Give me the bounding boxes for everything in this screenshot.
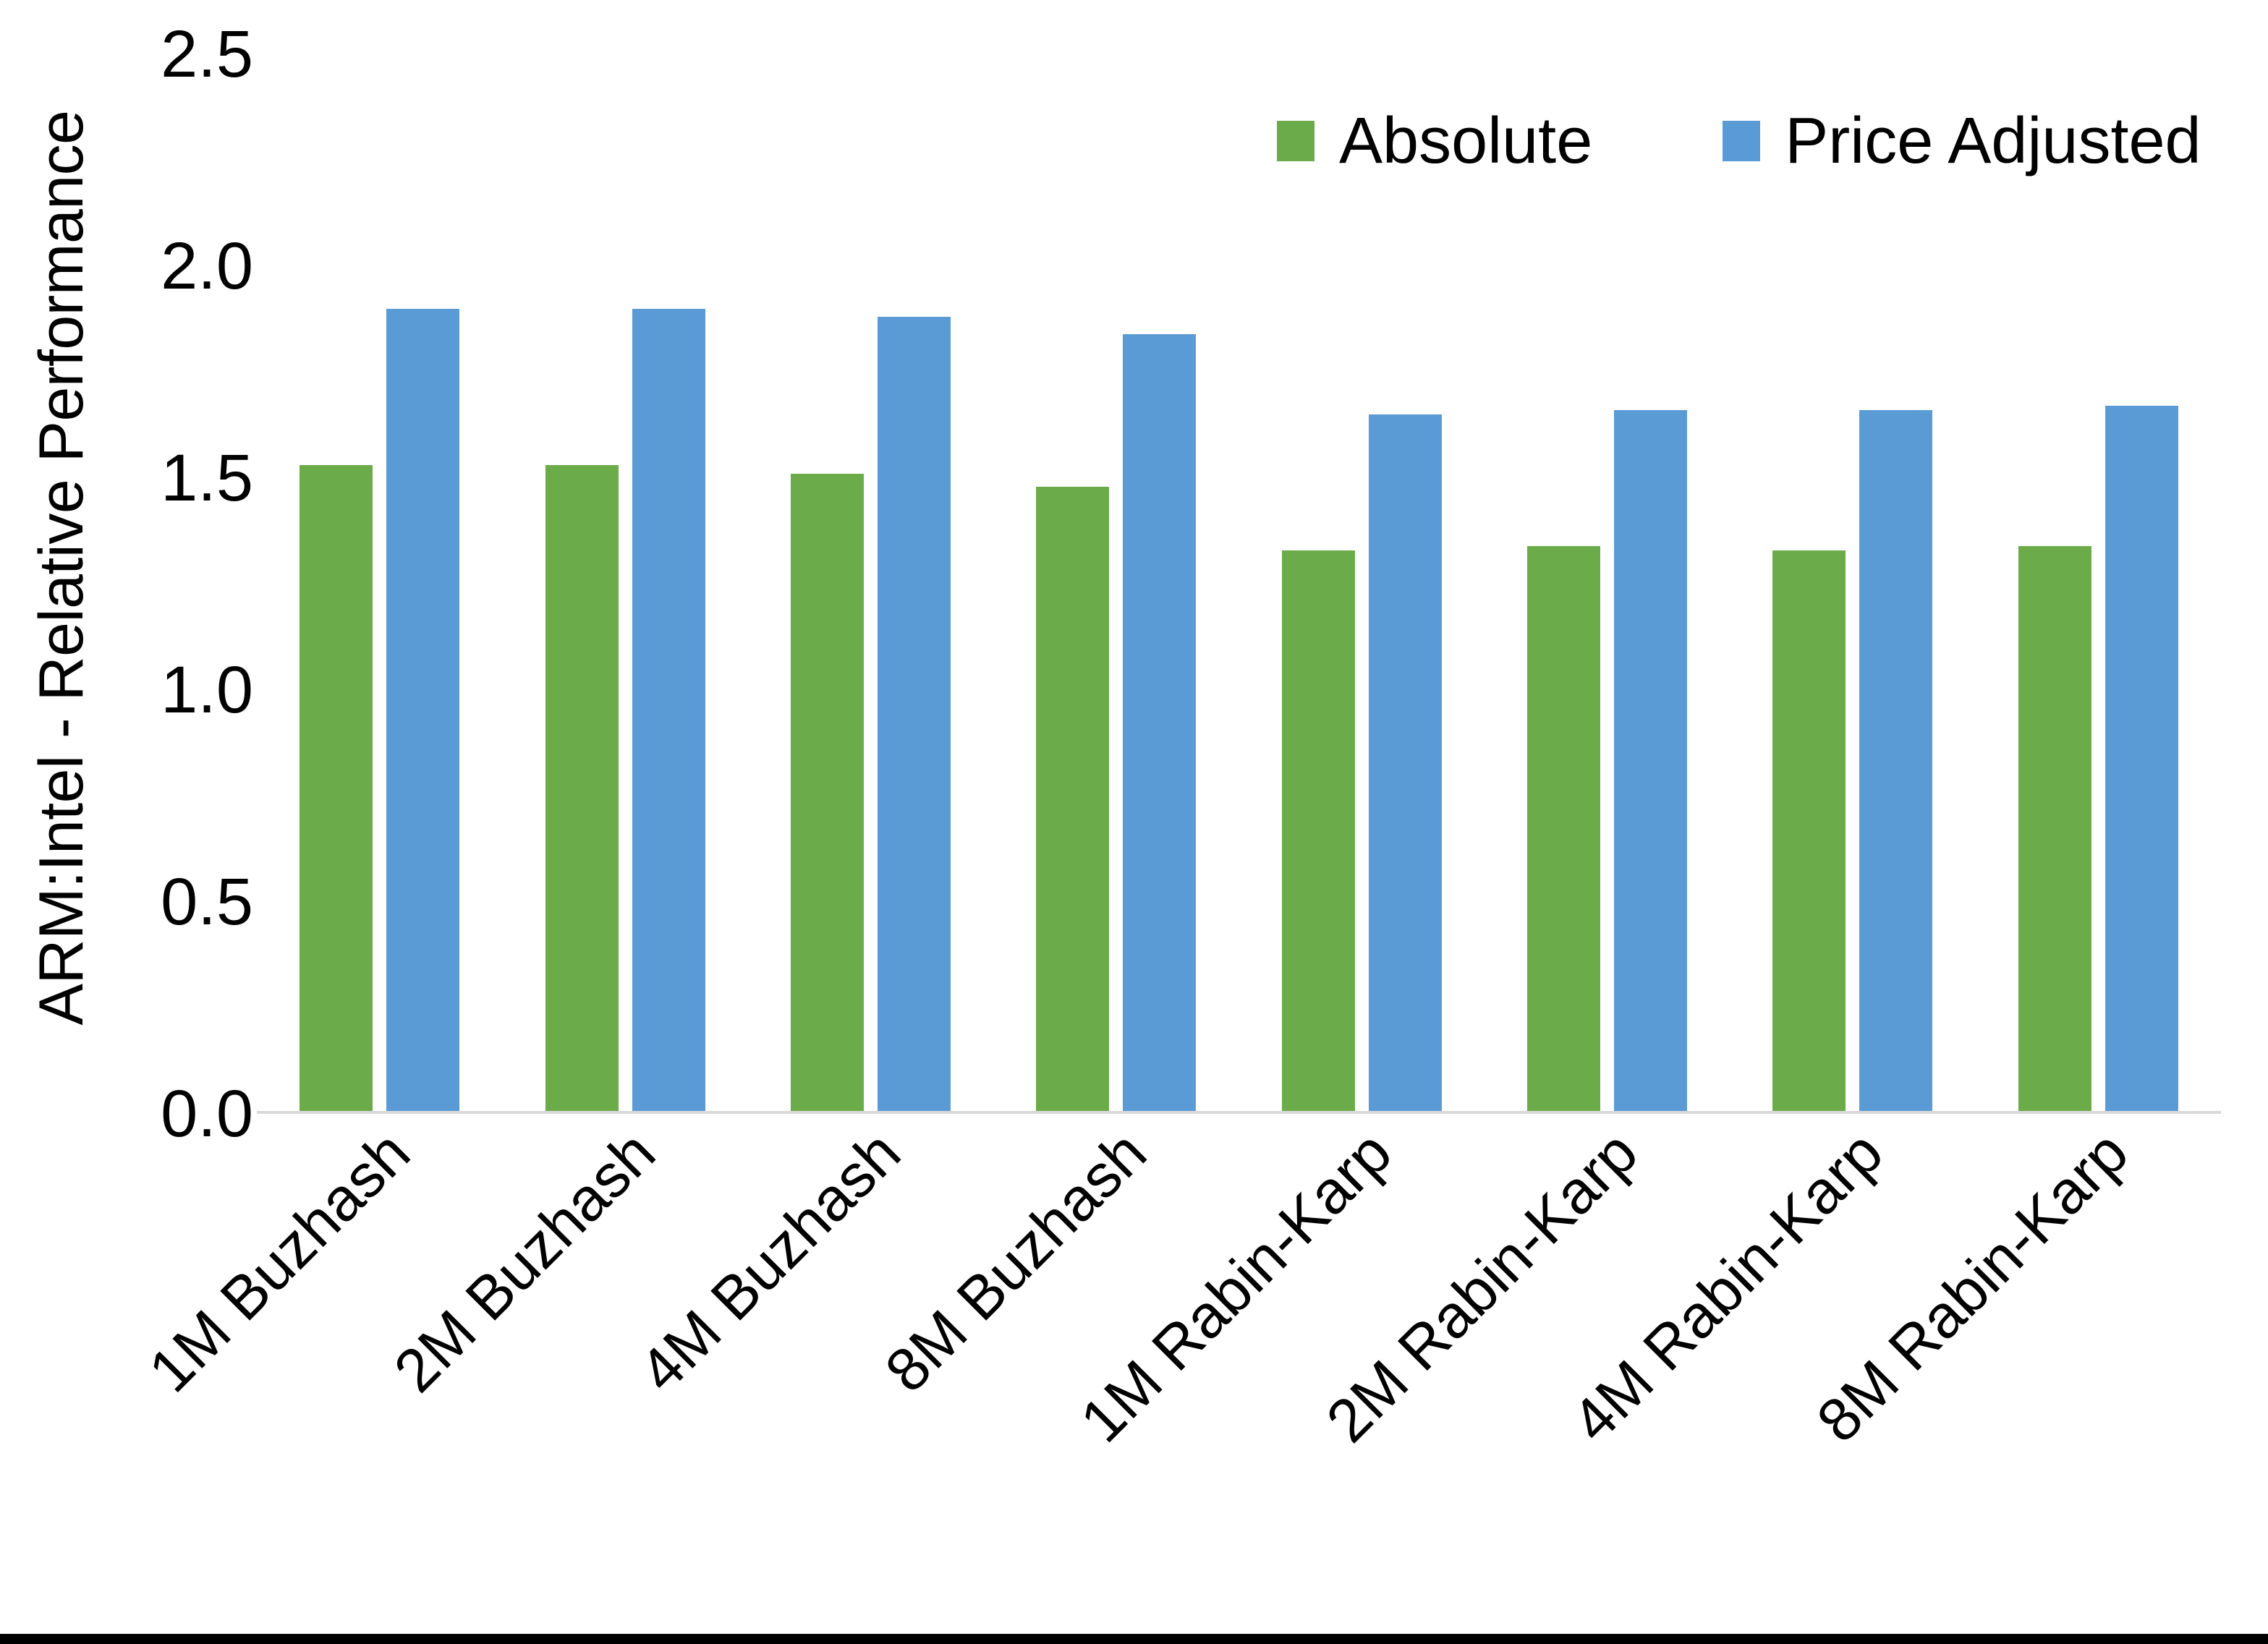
bar-absolute[interactable] [1281,550,1355,1114]
x-label-slot: 8M Rabin-Karp [1804,1117,2221,1624]
legend-swatch-absolute-icon [1277,121,1314,161]
legend-label: Price Adjusted [1785,105,2201,177]
bar-absolute[interactable] [1036,486,1110,1114]
bar-group [993,54,1239,1114]
bar-group [502,54,747,1114]
bar-group [748,54,993,1114]
legend-item[interactable]: Absolute [1277,108,1592,174]
bar-price-adjusted[interactable] [877,317,951,1114]
y-tick-label: 0.5 [161,865,253,939]
bar-price-adjusted[interactable] [2105,406,2178,1114]
bar-price-adjusted[interactable] [386,308,460,1114]
x-axis-tick-labels: 1M Buzhash 2M Buzhash 4M Buzhash 8M Buzhash… [135,1117,2221,1624]
bar-group [1730,54,1975,1114]
y-tick-label: 1.5 [161,441,253,515]
bar-absolute[interactable] [1527,545,1601,1114]
chart-legend: Absolute Price Adjusted [1277,108,2201,174]
bar-price-adjusted[interactable] [1614,410,1688,1114]
legend-label: Absolute [1339,105,1593,177]
bar-absolute[interactable] [300,465,373,1114]
y-tick-label: 0.0 [161,1077,253,1151]
bar-absolute[interactable] [2018,545,2091,1114]
bar-group [1485,54,1730,1114]
plot-area [257,54,2221,1114]
bar-price-adjusted[interactable] [1859,410,1933,1114]
bar-price-adjusted[interactable] [632,308,705,1114]
x-label-slot: 4M Buzhash [627,1117,993,1624]
legend-item[interactable]: Price Adjusted [1723,108,2201,174]
bars-layer [257,54,2221,1114]
y-tick-label: 1.0 [161,653,253,727]
x-axis-baseline [257,1111,2221,1114]
bar-absolute[interactable] [790,474,864,1114]
bar-absolute[interactable] [545,465,619,1114]
legend-swatch-price-adjusted-icon [1723,121,1761,161]
bar-group [1239,54,1485,1114]
bar-price-adjusted[interactable] [1368,414,1442,1114]
y-axis-tick-labels: 0.0 0.5 1.0 1.5 2.0 2.5 [0,0,253,1634]
bar-group [1976,54,2221,1114]
bar-absolute[interactable] [1772,550,1846,1114]
y-tick-label: 2.5 [161,17,253,91]
y-tick-label: 2.0 [161,229,253,303]
bar-price-adjusted[interactable] [1123,333,1197,1114]
bar-group [257,54,502,1114]
x-label-slot: 2M Buzhash [381,1117,747,1624]
x-label-slot: 1M Buzhash [135,1117,502,1624]
